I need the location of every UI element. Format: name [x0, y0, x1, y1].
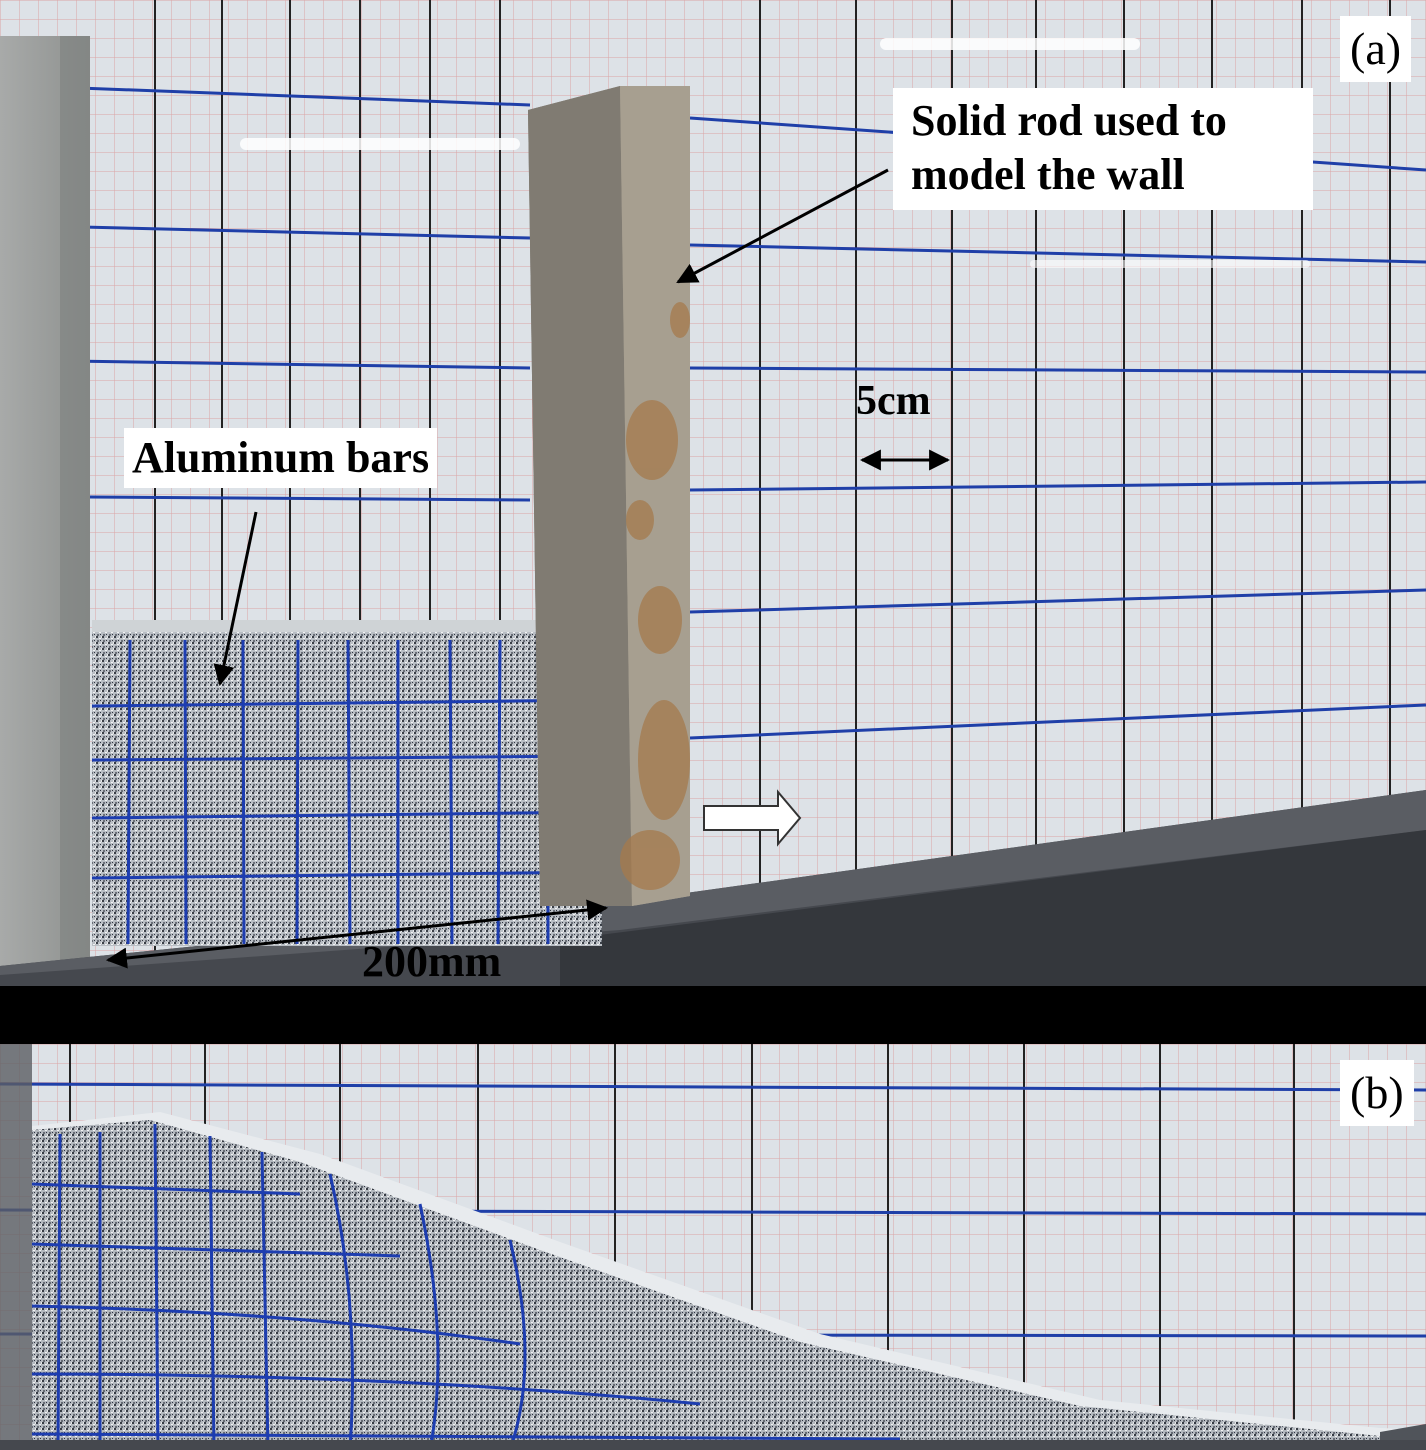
panel-b-letter: (b)	[1340, 1060, 1414, 1126]
rod-pointer-arrow	[676, 168, 889, 284]
scale-label: 5cm	[856, 378, 931, 424]
aluminum-bars-block	[91, 620, 603, 946]
panel-a-photo: (a) Solid rod used to model the wall Alu…	[0, 0, 1426, 986]
panel-b-photo: (b)	[0, 1044, 1426, 1450]
panel-a-letter: (a)	[1340, 16, 1412, 82]
collapsed-bars-slope	[31, 1112, 1426, 1450]
bars-label: Aluminum bars	[124, 428, 438, 488]
bars-pointer-arrow	[213, 511, 258, 687]
panel-b-scene	[0, 1044, 1426, 1450]
width-label: 200mm	[362, 937, 502, 986]
rod-label-line1: Solid rod used to	[911, 96, 1227, 145]
movement-arrow	[703, 789, 802, 847]
rod-label-line2: model the wall	[911, 150, 1185, 199]
solid-rod	[528, 86, 690, 906]
rod-label: Solid rod used to model the wall	[893, 88, 1313, 210]
width-dimension-arrow	[105, 899, 609, 969]
